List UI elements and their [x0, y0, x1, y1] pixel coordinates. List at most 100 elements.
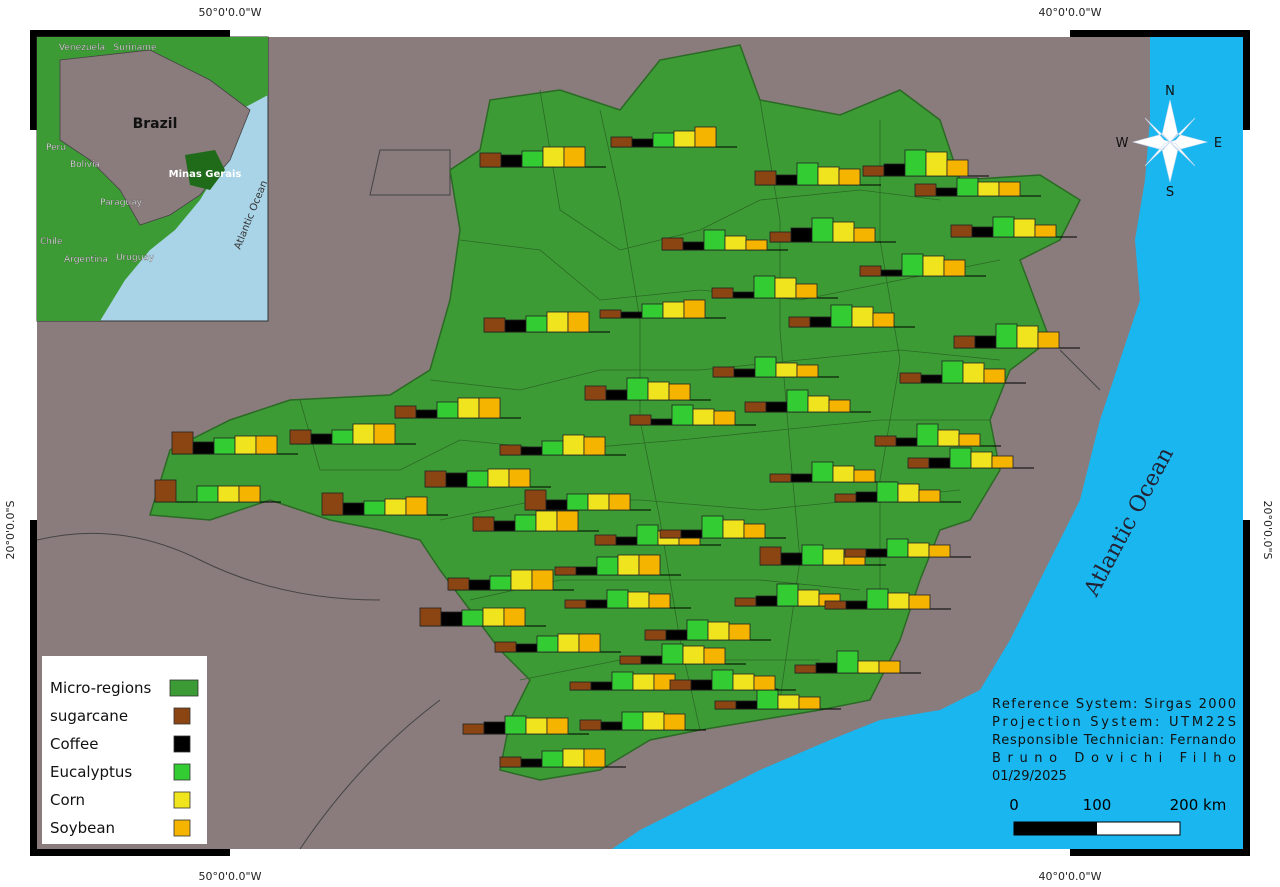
- crop-bar: [925, 151, 948, 177]
- crop-bar: [610, 136, 633, 148]
- crop-bar: [920, 374, 943, 384]
- crop-bar: [949, 447, 972, 469]
- crop-bar: [769, 231, 792, 243]
- crop-bar: [648, 593, 671, 609]
- crop-bar: [331, 429, 354, 445]
- crop-bar: [878, 660, 901, 674]
- crop-bar: [644, 629, 667, 641]
- crop-bar: [946, 159, 969, 177]
- crop-bar: [822, 548, 845, 566]
- crop-bar: [494, 641, 517, 653]
- legend-label: Eucalyptus: [50, 763, 132, 781]
- crop-bar: [627, 591, 650, 609]
- crop-bar: [743, 523, 766, 539]
- crop-bar: [886, 538, 909, 558]
- crop-bar: [424, 470, 447, 488]
- crop-bar: [735, 700, 758, 710]
- crop-bar: [855, 491, 878, 503]
- crop-bar: [798, 696, 821, 710]
- inset-minas: [185, 150, 225, 190]
- crop-bar: [711, 669, 734, 691]
- crop-bar: [515, 643, 538, 653]
- crop-bar: [701, 515, 724, 539]
- crop-bar: [487, 468, 510, 488]
- crop-bar: [466, 470, 489, 488]
- crop-bar: [584, 385, 607, 401]
- inset-label: Venezuela: [59, 43, 105, 53]
- crop-bar: [811, 217, 834, 243]
- crop-bar: [632, 673, 655, 691]
- crop-bar: [922, 255, 945, 277]
- legend-swatch: [173, 819, 191, 837]
- crop-bar: [754, 356, 777, 378]
- crop-bar: [953, 335, 976, 349]
- crop-bar: [732, 291, 755, 299]
- crop-bar: [817, 166, 840, 186]
- crop-bar: [659, 529, 682, 539]
- crop-bar: [780, 552, 803, 566]
- crop-bar: [352, 423, 375, 445]
- crop-bar: [310, 433, 333, 445]
- crop-bar: [482, 607, 505, 627]
- crop-bar: [605, 389, 628, 401]
- crop-bar: [541, 750, 564, 768]
- crop-bar: [711, 287, 734, 299]
- crop-bar: [525, 315, 548, 333]
- compass-letter: N: [1165, 84, 1175, 99]
- crop-bar: [732, 673, 755, 691]
- crop-bar: [569, 681, 592, 691]
- crop-bar: [289, 429, 312, 445]
- crop-bar: [728, 623, 751, 641]
- compass: N S E W: [1116, 84, 1223, 200]
- inset-label: Minas Gerais: [169, 169, 242, 180]
- crop-bar: [713, 410, 736, 426]
- crop-bar: [479, 152, 502, 168]
- crop-bar: [722, 519, 745, 539]
- crop-bar: [872, 312, 895, 328]
- crop-bar: [941, 360, 964, 384]
- crop-bar: [786, 389, 809, 413]
- lon-label: 50°0'0.0"W: [199, 6, 262, 19]
- crop-bar: [590, 681, 613, 691]
- crop-bar: [828, 399, 851, 413]
- crop-bar: [461, 609, 484, 627]
- crop-bar: [611, 671, 634, 691]
- crop-bar: [712, 366, 735, 378]
- crop-bar: [468, 579, 491, 591]
- crop-bar: [774, 277, 797, 299]
- legend: Micro-regions sugarcane Coffee Eucalyptus Co…: [42, 656, 207, 844]
- crop-bar: [928, 457, 951, 469]
- crop-bar: [914, 183, 937, 197]
- crop-bar: [775, 174, 798, 186]
- crop-bar: [621, 711, 644, 731]
- crop-bar: [650, 418, 673, 426]
- crop-bar: [744, 401, 767, 413]
- crop-bar: [970, 451, 993, 469]
- crop-bar: [563, 146, 586, 168]
- crop-bar: [499, 444, 522, 456]
- crop-bar: [415, 409, 438, 419]
- crop-bar: [876, 481, 899, 503]
- lat-label: 20°0'0.0"S: [1261, 500, 1274, 559]
- crop-bar: [524, 489, 547, 511]
- crop-bar: [832, 221, 855, 243]
- crop-bar: [703, 229, 726, 251]
- crop-bar: [213, 437, 236, 455]
- compass-letter: E: [1214, 136, 1222, 151]
- crop-bar: [606, 589, 629, 609]
- crop-bar: [608, 493, 631, 511]
- crop-bar: [673, 130, 696, 148]
- crop-bar: [682, 645, 705, 665]
- scale-bar: 0 100 200 km: [1009, 796, 1226, 836]
- legend-swatch: [173, 791, 191, 809]
- crop-bar: [615, 536, 638, 546]
- crop-bar: [1034, 224, 1057, 238]
- crop-bar: [405, 496, 428, 516]
- inset-label: Paraguay: [100, 198, 143, 208]
- crop-bar: [579, 719, 602, 731]
- crop-bar: [483, 317, 506, 333]
- crop-bar: [520, 446, 543, 456]
- crop-bar: [504, 715, 527, 735]
- crop-bar: [950, 224, 973, 238]
- crop-bar: [321, 492, 344, 516]
